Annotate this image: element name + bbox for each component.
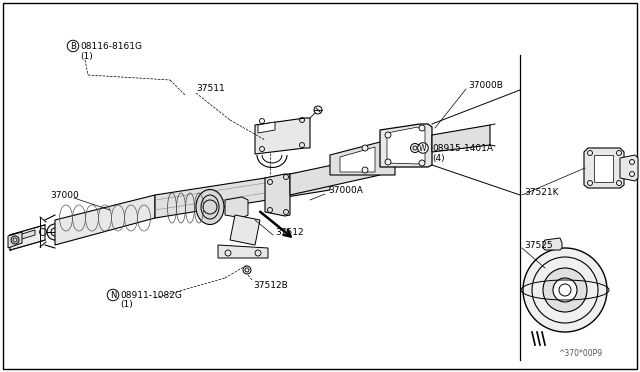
Polygon shape [255,118,310,154]
Polygon shape [225,197,248,218]
Polygon shape [330,142,395,175]
Text: B: B [70,42,76,51]
Circle shape [588,180,593,186]
Text: 37521K: 37521K [524,187,559,196]
Polygon shape [10,225,45,250]
Text: 37000A: 37000A [328,186,363,195]
Circle shape [385,132,391,138]
Circle shape [553,278,577,302]
Polygon shape [340,147,375,172]
Circle shape [47,224,63,240]
Text: N: N [110,291,116,299]
Polygon shape [258,122,275,133]
Polygon shape [387,127,425,164]
Text: 08915-1401A: 08915-1401A [432,144,493,153]
Circle shape [362,167,368,173]
Polygon shape [265,174,290,216]
Polygon shape [8,232,22,248]
Text: (1): (1) [80,51,93,61]
Text: 08116-8161G: 08116-8161G [80,42,142,51]
Text: (4): (4) [432,154,445,163]
Polygon shape [380,124,432,167]
Polygon shape [584,148,624,188]
Polygon shape [432,125,490,152]
Circle shape [616,180,621,186]
Polygon shape [12,230,35,242]
Text: W: W [419,144,427,153]
Circle shape [362,145,368,151]
Text: 08911-1082G: 08911-1082G [120,291,182,299]
Polygon shape [218,245,268,258]
Text: 37512: 37512 [275,228,303,237]
Circle shape [543,268,587,312]
Text: 37000B: 37000B [468,80,503,90]
Circle shape [243,266,251,274]
Circle shape [588,151,593,155]
Circle shape [523,248,607,332]
Text: 37511: 37511 [196,83,225,93]
Circle shape [419,125,425,131]
Circle shape [314,106,322,114]
Text: ^370*00P9: ^370*00P9 [558,350,602,359]
Circle shape [419,160,425,166]
Polygon shape [290,155,380,195]
Polygon shape [55,195,155,245]
Circle shape [410,144,419,153]
Polygon shape [620,155,638,181]
Text: 37000: 37000 [50,190,79,199]
Circle shape [616,151,621,155]
Polygon shape [155,168,330,218]
Polygon shape [230,215,260,245]
Polygon shape [543,238,562,250]
Ellipse shape [196,189,224,224]
Text: (1): (1) [120,301,132,310]
Text: 37525: 37525 [524,241,552,250]
Polygon shape [594,155,613,182]
Text: 37512B: 37512B [253,280,288,289]
Circle shape [385,159,391,165]
